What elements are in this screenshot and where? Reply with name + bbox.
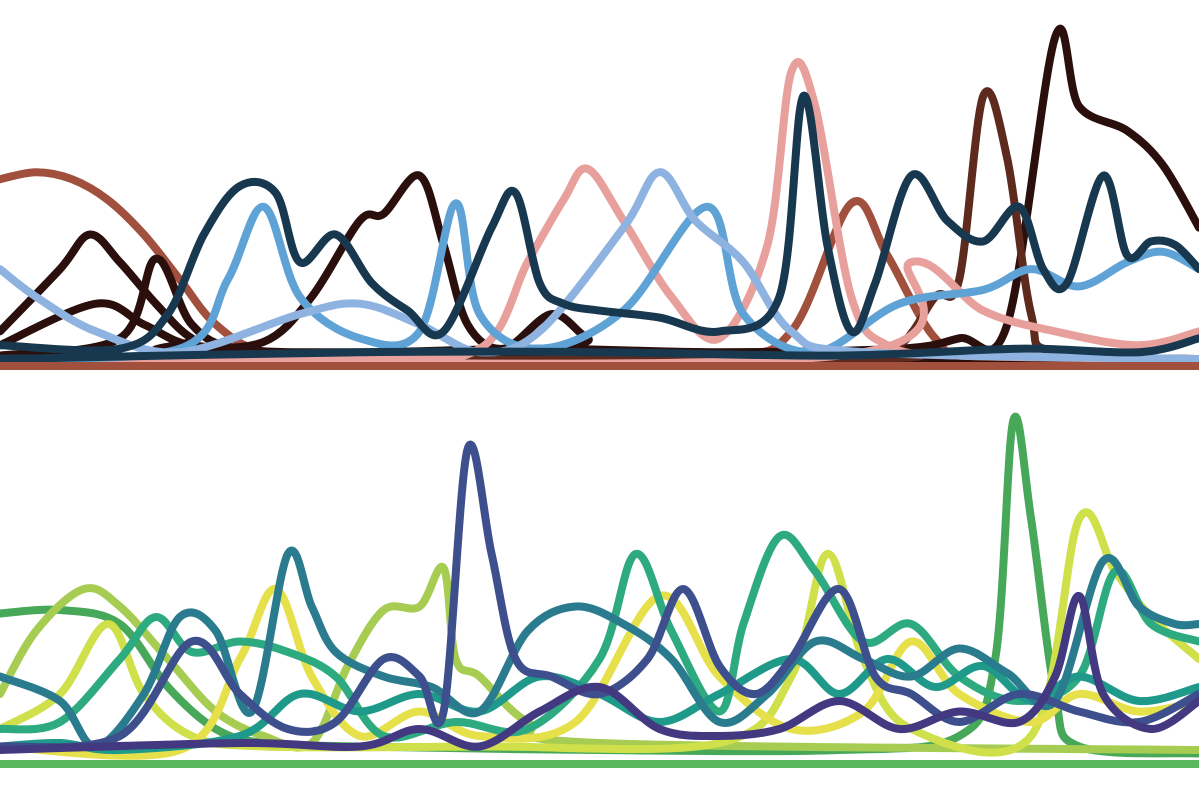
panel-1-series-11-line — [0, 92, 1199, 355]
panel-2-series-4-line — [0, 585, 1199, 760]
panel-2-series-3-line — [0, 508, 1199, 757]
panel-2-series-8-line — [0, 440, 1199, 752]
panel-1-series-12-line — [0, 334, 1199, 364]
panel-2-series-9-line — [0, 591, 1199, 754]
panel-1-series-9-line — [0, 199, 1199, 364]
top-panel — [0, 24, 1199, 370]
bottom-panel — [0, 412, 1199, 768]
panel-2-series-5-line — [0, 530, 1199, 742]
